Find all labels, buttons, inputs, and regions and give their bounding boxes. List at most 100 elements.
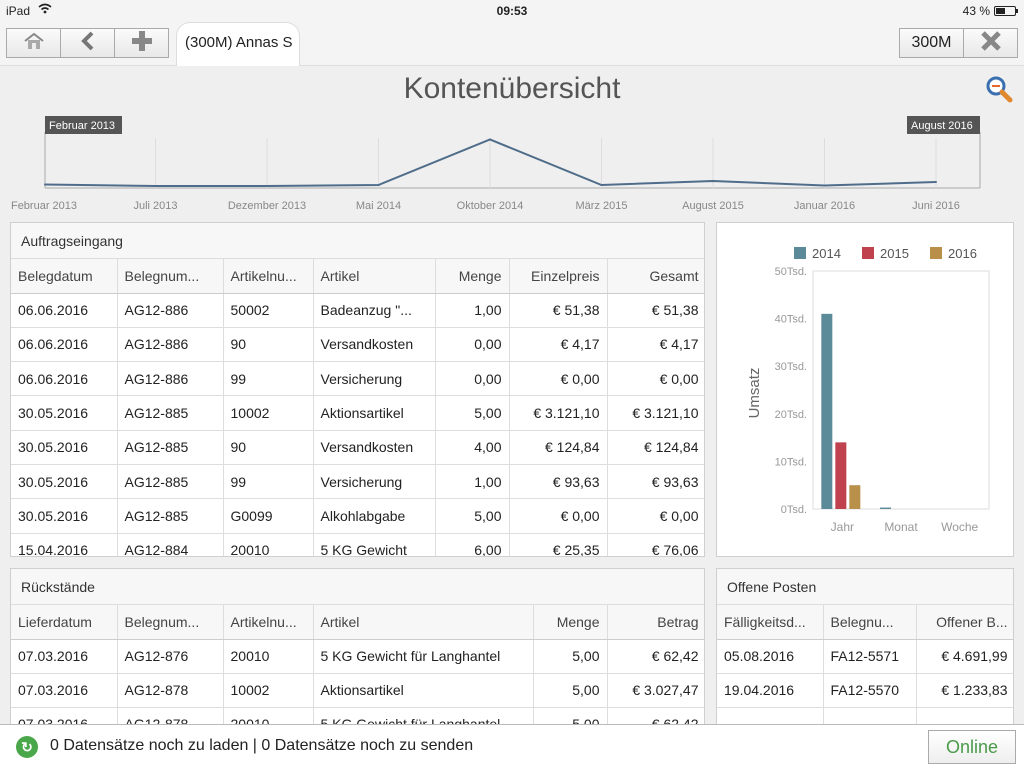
column-header[interactable]: Menge	[435, 259, 510, 294]
table-row[interactable]	[717, 707, 1013, 727]
table-cell: Aktionsartikel	[313, 673, 534, 708]
column-header[interactable]: Einzelpreis	[509, 259, 608, 294]
panel-title: Rückstände	[11, 569, 704, 605]
table-cell: 90	[223, 327, 314, 363]
table-row[interactable]: 07.03.2016 AG12-876 20010 5 KG Gewicht für …	[11, 639, 704, 674]
table-cell: Badeanzug "...	[313, 293, 436, 328]
table-cell: € 4.691,99	[916, 639, 1013, 674]
table-row[interactable]: 15.04.2016 AG12-884 20010 5 KG Gewicht 6,00 €…	[11, 533, 704, 556]
table-row[interactable]: 19.04.2016 FA12-5570 € 1.233,83	[717, 673, 1013, 708]
column-header[interactable]: Betrag	[607, 605, 704, 640]
status-bar: iPad 09:53 43 %	[0, 0, 1024, 22]
range-end-text: August 2016	[911, 120, 973, 132]
table-cell: 5 KG Gewicht	[313, 533, 436, 556]
online-button[interactable]: Online	[928, 730, 1016, 764]
column-header[interactable]: Lieferdatum	[11, 605, 118, 640]
zoom-button[interactable]	[984, 74, 1014, 104]
table-cell: Aktionsartikel	[313, 395, 436, 431]
table-row[interactable]: 07.03.2016 AG12-878 20010 5 KG Gewicht für …	[11, 707, 704, 727]
column-header[interactable]: Offener B...	[916, 605, 1013, 640]
timeline-tick-label: Mai 2014	[356, 200, 401, 212]
back-button[interactable]	[60, 28, 115, 58]
table-cell: 07.03.2016	[11, 707, 118, 727]
table-row[interactable]: 05.08.2016 FA12-5571 € 4.691,99	[717, 639, 1013, 674]
y-tick-label: 0Tsd.	[781, 504, 807, 516]
add-button[interactable]	[114, 28, 169, 58]
battery-percent: 43 %	[962, 4, 990, 18]
bar-2014-monat	[880, 507, 891, 509]
timeline-tick-label: Dezember 2013	[228, 200, 306, 212]
table-cell: FA12-5571	[823, 639, 917, 674]
table-row[interactable]: 30.05.2016 AG12-885 G0099 Alkohlabgabe 5,00 €…	[11, 498, 704, 534]
legend-label: 2014	[812, 246, 841, 261]
sync-status-bar: ↻ 0 Datensätze noch zu laden | 0 Datensä…	[0, 724, 1024, 768]
legend-swatch	[862, 247, 874, 259]
table-row[interactable]: 06.06.2016 AG12-886 99 Versicherung 0,00 € 0,…	[11, 361, 704, 397]
table-cell: € 4,17	[607, 327, 704, 363]
table-cell	[823, 707, 917, 727]
timeline-tick-label: März 2015	[576, 200, 628, 212]
column-header[interactable]: Belegdatum	[11, 259, 118, 294]
timeline-point	[935, 181, 937, 183]
column-header[interactable]: Gesamt	[607, 259, 704, 294]
account-button[interactable]: 300M	[899, 28, 964, 58]
timeline-point	[266, 185, 268, 187]
table-cell: Versandkosten	[313, 327, 436, 363]
table-row[interactable]: 07.03.2016 AG12-878 10002 Aktionsartikel 5,0…	[11, 673, 704, 708]
column-header[interactable]: Artikel	[313, 605, 534, 640]
table-cell: € 1.233,83	[916, 673, 1013, 708]
table-row[interactable]: 30.05.2016 AG12-885 90 Versandkosten 4,00 € 1…	[11, 430, 704, 465]
column-header[interactable]: Artikel	[313, 259, 436, 294]
column-header[interactable]: Artikelnu...	[223, 259, 314, 294]
column-header[interactable]: Belegnu...	[823, 605, 917, 640]
chevron-left-icon	[80, 31, 96, 56]
range-start-label: Februar 2013	[45, 116, 122, 134]
table-cell: AG12-878	[117, 707, 224, 727]
table-cell: € 62,42	[607, 639, 704, 674]
legend-swatch	[930, 247, 942, 259]
panel-title: Auftragseingang	[11, 223, 704, 259]
table-cell: 06.06.2016	[11, 293, 118, 328]
legend-swatch	[794, 247, 806, 259]
timeline-point	[489, 138, 491, 141]
timeline-point	[377, 184, 380, 186]
timeline-tick-label: Juni 2016	[912, 200, 960, 212]
table-cell: 4,00	[435, 430, 510, 465]
column-header[interactable]: Fälligkeitsd...	[717, 605, 824, 640]
table-cell: 5,00	[533, 673, 608, 708]
table-row[interactable]: 30.05.2016 AG12-885 99 Versicherung 1,00 € 93…	[11, 464, 704, 500]
table-cell: Versicherung	[313, 361, 436, 397]
home-button[interactable]	[6, 28, 61, 58]
table-cell: 07.03.2016	[11, 673, 118, 708]
table-cell: 20010	[223, 639, 314, 674]
range-end-bg	[907, 116, 980, 134]
timeline-chart[interactable]: Februar 2013 Juli 2013 Dezember 2013 Mai 20…	[0, 112, 1024, 216]
table-cell: FA12-5570	[823, 673, 917, 708]
y-axis-label: Umsatz	[746, 368, 763, 419]
y-tick-label: 20Tsd.	[775, 409, 807, 421]
table-row[interactable]: 30.05.2016 AG12-885 10002 Aktionsartikel 5,0…	[11, 395, 704, 431]
table-cell: 07.03.2016	[11, 639, 118, 674]
bar-2015-jahr	[835, 442, 847, 509]
close-button[interactable]	[963, 28, 1018, 58]
column-header[interactable]: Menge	[533, 605, 608, 640]
table-cell: € 25,35	[509, 533, 608, 556]
table-cell: 10002	[223, 395, 314, 431]
table-cell: € 0,00	[509, 361, 608, 397]
table-cell	[916, 707, 1013, 727]
column-header[interactable]: Belegnum...	[117, 259, 224, 294]
column-header[interactable]: Belegnum...	[117, 605, 224, 640]
table-cell: AG12-885	[117, 464, 224, 500]
table-row[interactable]: 06.06.2016 AG12-886 50002 Badeanzug "... 1,0…	[11, 293, 704, 328]
table-cell: € 93,63	[509, 464, 608, 500]
page-title: Kontenübersicht	[403, 72, 621, 105]
table-cell: € 4,17	[509, 327, 608, 363]
table-row[interactable]: 06.06.2016 AG12-886 90 Versandkosten 0,00 € 4…	[11, 327, 704, 363]
y-tick-label: 30Tsd.	[775, 361, 807, 373]
tab-customer[interactable]: (300M) Annas S	[176, 22, 300, 66]
close-icon	[980, 30, 1002, 57]
table-cell: 1,00	[435, 464, 510, 500]
table-cell: € 3.121,10	[607, 395, 704, 431]
column-header[interactable]: Artikelnu...	[223, 605, 314, 640]
timeline-point	[823, 184, 826, 187]
